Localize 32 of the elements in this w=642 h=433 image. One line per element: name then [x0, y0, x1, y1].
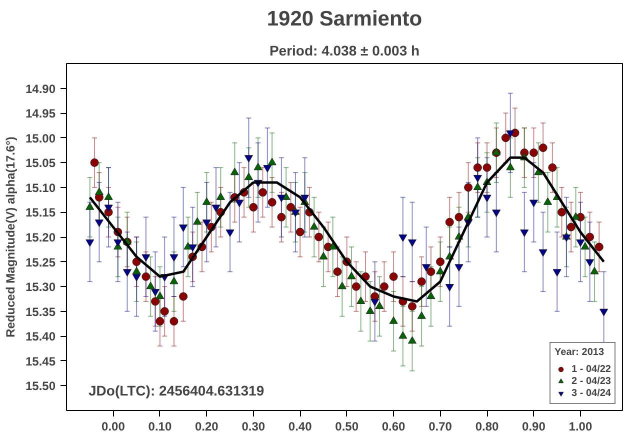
legend-label: 2 - 04/23 [572, 375, 611, 387]
annotation: JDo(LTC): 2456404.631319 [88, 382, 264, 398]
y-tick-label: 15.50 [25, 379, 56, 394]
legend-title: Year: 2013 [554, 347, 606, 358]
chart-subtitle: Period: 4.038 ± 0.003 h [269, 42, 420, 58]
y-tick-label: 14.90 [25, 82, 56, 96]
y-axis-title: Reduced Magnitude(V) alpha(17.6°) [3, 136, 18, 338]
y-tick-label: 15.00 [25, 131, 56, 146]
y-tick-label: 15.30 [25, 280, 56, 294]
y-tick-label: 15.20 [25, 230, 56, 244]
x-tick-label: 0.50 [335, 420, 359, 433]
y-tick-label: 15.45 [25, 354, 56, 368]
x-tick-label: 0.20 [194, 420, 219, 433]
y-tick-label: 15.10 [25, 180, 56, 195]
legend-label: 1 - 04/22 [572, 363, 611, 375]
x-tick-label: 0.90 [522, 420, 546, 433]
x-tick-label: 0.40 [288, 420, 312, 433]
y-tick-label: 14.95 [25, 106, 56, 121]
x-tick-label: 0.10 [148, 420, 172, 433]
legend-label: 3 - 04/24 [572, 387, 611, 399]
x-tick-label: 0.70 [428, 420, 452, 433]
x-tick-label: 1.00 [568, 420, 592, 433]
x-tick-label: 0.00 [102, 420, 126, 433]
y-tick-label: 15.25 [25, 255, 56, 270]
x-tick-label: 0.80 [475, 420, 500, 433]
y-tick-label: 15.15 [25, 206, 56, 220]
y-tick-label: 15.05 [25, 156, 56, 170]
x-tick-label: 0.60 [382, 420, 406, 433]
chart-title: 1920 Sarmiento [266, 8, 422, 30]
y-tick-label: 15.40 [25, 330, 56, 344]
x-tick-label: 0.30 [242, 420, 266, 433]
y-tick-label: 15.35 [25, 304, 56, 319]
